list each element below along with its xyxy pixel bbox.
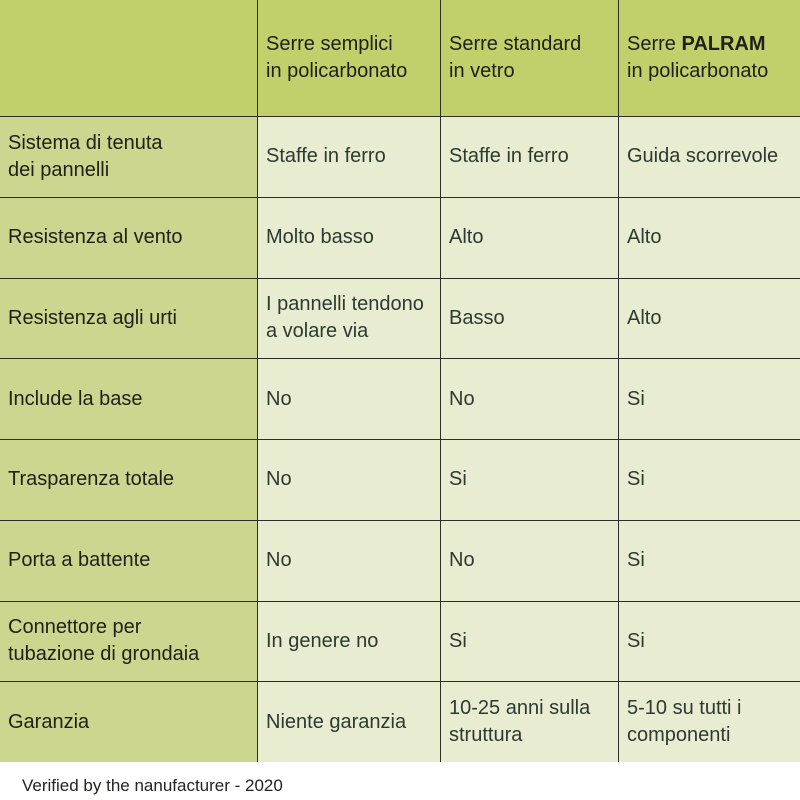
- value-cell-r5-c0: No: [257, 519, 440, 601]
- column-header-serre-semplici: Serre semplici in policarbonato: [257, 0, 440, 116]
- value-cell-r1-c0: Molto basso: [257, 196, 440, 278]
- value-cell-r6-c2: Si: [618, 600, 800, 682]
- row-label-trasparenza-totale: Trasparenza totale: [0, 439, 257, 520]
- value-cell-r2-c0: I pannelli tendono a volare via: [257, 277, 440, 359]
- value-cell-r0-c0: Staffe in ferro: [257, 116, 440, 197]
- row-label-resistenza-agli-urti: Resistenza agli urti: [0, 277, 257, 359]
- brand-name: PALRAM: [681, 32, 766, 55]
- verification-note: Verified by the nanufacturer - 2020: [22, 776, 283, 795]
- value-cell-r0-c1: Staffe in ferro: [440, 116, 618, 197]
- value-cell-r6-c0: In genere no: [257, 600, 440, 682]
- corner-cell: [0, 0, 257, 116]
- value-cell-r7-c2: 5-10 su tutti i componenti: [618, 681, 800, 762]
- column-header-serre-standard: Serre standard in vetro: [440, 0, 618, 116]
- value-cell-r3-c1: No: [440, 358, 618, 439]
- column-header-serre-palram: Serre PALRAM in policarbonato: [618, 0, 800, 116]
- value-cell-r7-c0: Niente garanzia: [257, 681, 440, 762]
- row-label-include-la-base: Include la base: [0, 358, 257, 439]
- value-cell-r6-c1: Si: [440, 600, 618, 682]
- value-cell-r3-c0: No: [257, 358, 440, 439]
- header-rest: in policarbonato: [627, 60, 769, 82]
- value-cell-r5-c1: No: [440, 519, 618, 601]
- row-label-garanzia: Garanzia: [0, 681, 257, 762]
- row-label-porta-a-battente: Porta a battente: [0, 519, 257, 601]
- value-cell-r2-c1: Basso: [440, 277, 618, 359]
- value-cell-r0-c2: Guida scorrevole: [618, 116, 800, 197]
- value-cell-r4-c1: Si: [440, 439, 618, 520]
- column-header-text: Serre PALRAM in policarbonato: [627, 31, 768, 85]
- value-cell-r1-c2: Alto: [618, 196, 800, 278]
- header-prefix: Serre: [627, 32, 676, 55]
- value-cell-r5-c2: Si: [618, 519, 800, 601]
- row-label-sistema-di-tenuta: Sistema di tenuta dei pannelli: [0, 116, 257, 197]
- row-label-resistenza-al-vento: Resistenza al vento: [0, 196, 257, 278]
- value-cell-r2-c2: Alto: [618, 277, 800, 359]
- value-cell-r4-c0: No: [257, 439, 440, 520]
- value-cell-r1-c1: Alto: [440, 196, 618, 278]
- value-cell-r7-c1: 10-25 anni sulla struttura: [440, 681, 618, 762]
- value-cell-r4-c2: Si: [618, 439, 800, 520]
- value-cell-r3-c2: Si: [618, 358, 800, 439]
- comparison-table: Serre semplici in policarbonato Serre st…: [0, 0, 800, 762]
- row-label-connettore-grondaia: Connettore per tubazione di grondaia: [0, 600, 257, 682]
